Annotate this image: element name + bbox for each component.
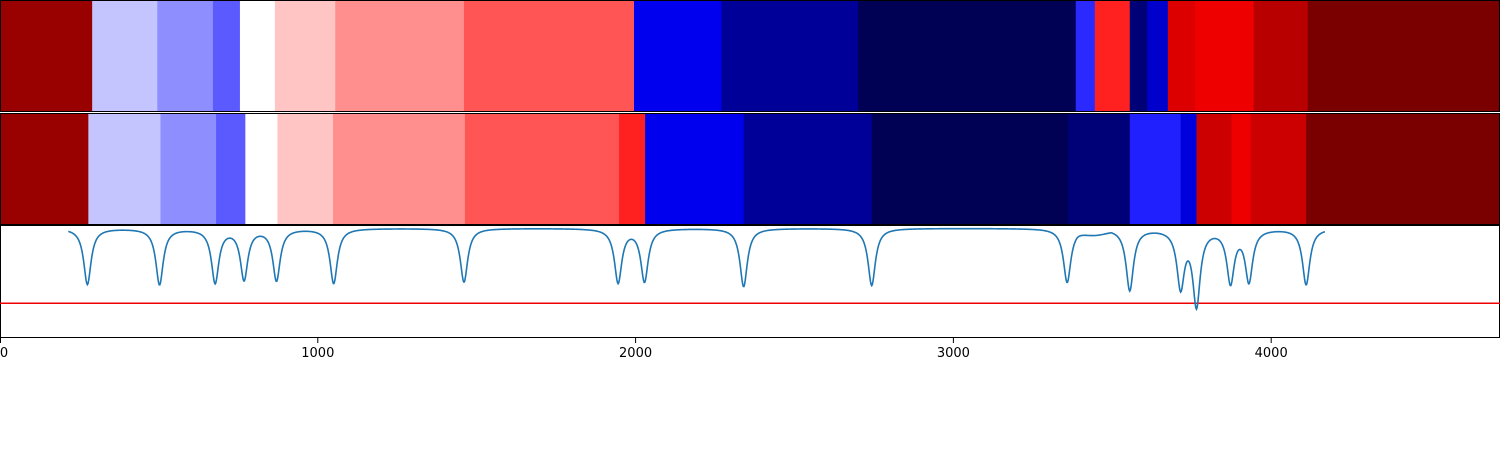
heatmap-cell	[245, 114, 279, 225]
heatmap-row-1	[0, 1, 1500, 112]
heatmap-cell	[333, 114, 466, 225]
heatmap-cell	[1231, 114, 1252, 225]
heatmap-cell	[1129, 114, 1182, 225]
heatmap-cell	[1167, 1, 1196, 112]
heatmap-cell	[463, 1, 635, 112]
heatmap-cell	[619, 114, 646, 225]
heatmap-cell	[743, 114, 873, 225]
heatmap-cell	[88, 114, 162, 225]
heatmap-cell	[277, 114, 334, 225]
heatmap-cell	[645, 114, 745, 225]
heatmap-cell	[858, 1, 1077, 112]
heatmap-cell	[721, 1, 859, 112]
heatmap-cell	[1196, 114, 1233, 225]
x-axis: 0 1000 2000 3000 4000	[0, 338, 1288, 361]
heatmap-cell	[1129, 1, 1148, 112]
signal-panel	[0, 225, 1500, 338]
heatmap-cell	[157, 1, 214, 112]
heatmap-cell	[216, 114, 246, 225]
heatmap-cell	[1194, 1, 1255, 112]
heatmap-cell	[1180, 114, 1198, 225]
x-tick-label: 4000	[1255, 346, 1288, 361]
x-tick-label: 0	[0, 346, 8, 361]
heatmap-cell	[212, 1, 241, 112]
heatmap-cell	[1307, 1, 1500, 112]
heatmap-cell	[92, 1, 158, 112]
heatmap-cell	[0, 114, 89, 225]
signal-line	[68, 227, 1326, 312]
heatmap-cell	[871, 114, 1069, 225]
signal-panel-frame	[0, 225, 1500, 338]
heatmap-cell	[464, 114, 620, 225]
x-tick-label: 1000	[301, 346, 334, 361]
heatmap-row-2	[0, 114, 1500, 225]
heatmap-cell	[335, 1, 465, 112]
heatmap-cell	[1147, 1, 1169, 112]
heatmap-cell	[160, 114, 217, 225]
heatmap-cell	[239, 1, 276, 112]
heatmap-cell	[274, 1, 336, 112]
heatmap-cell	[1306, 114, 1500, 225]
heatmap-cell	[1250, 114, 1307, 225]
x-tick-label: 2000	[619, 346, 652, 361]
heatmap-cell	[1075, 1, 1096, 112]
heatmap-cell	[634, 1, 722, 112]
heatmap-cell	[1094, 1, 1131, 112]
x-tick-label: 3000	[937, 346, 970, 361]
heatmap-cell	[1067, 114, 1131, 225]
heatmap-cell	[0, 1, 93, 112]
heatmap-cell	[1253, 1, 1309, 112]
